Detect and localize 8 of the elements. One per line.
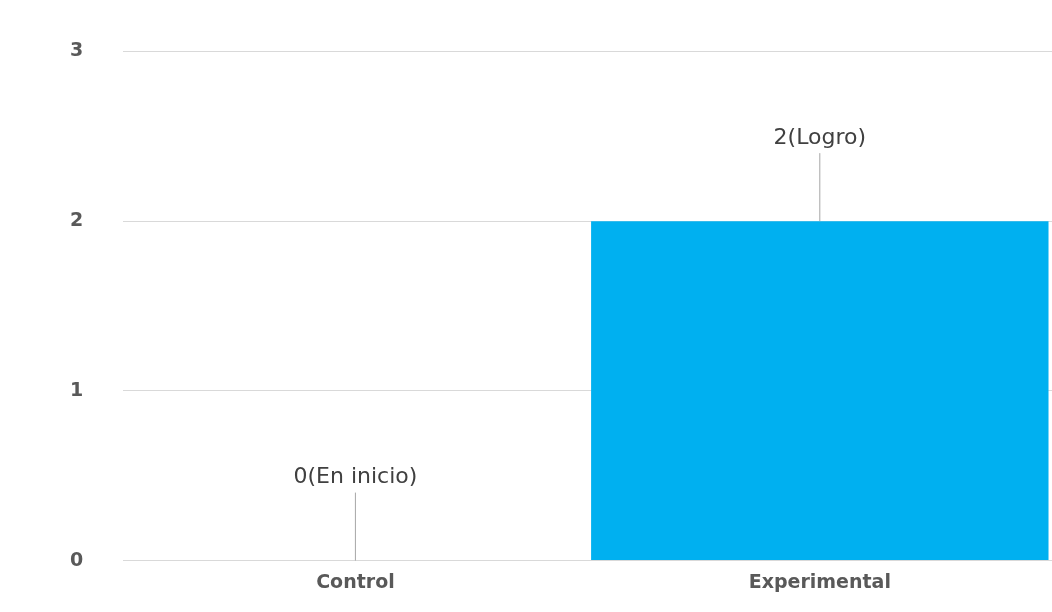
x-tick-label: Control	[316, 569, 395, 592]
y-tick-label: 1	[69, 377, 84, 400]
y-tick-label: 2	[69, 208, 84, 231]
data-label: 0(En inicio)	[293, 463, 418, 489]
x-tick-label: Experimental	[748, 569, 891, 592]
data-label: 2(Logro)	[773, 123, 867, 149]
y-tick-label: 3	[69, 38, 84, 61]
y-tick-label: 0	[69, 547, 84, 570]
